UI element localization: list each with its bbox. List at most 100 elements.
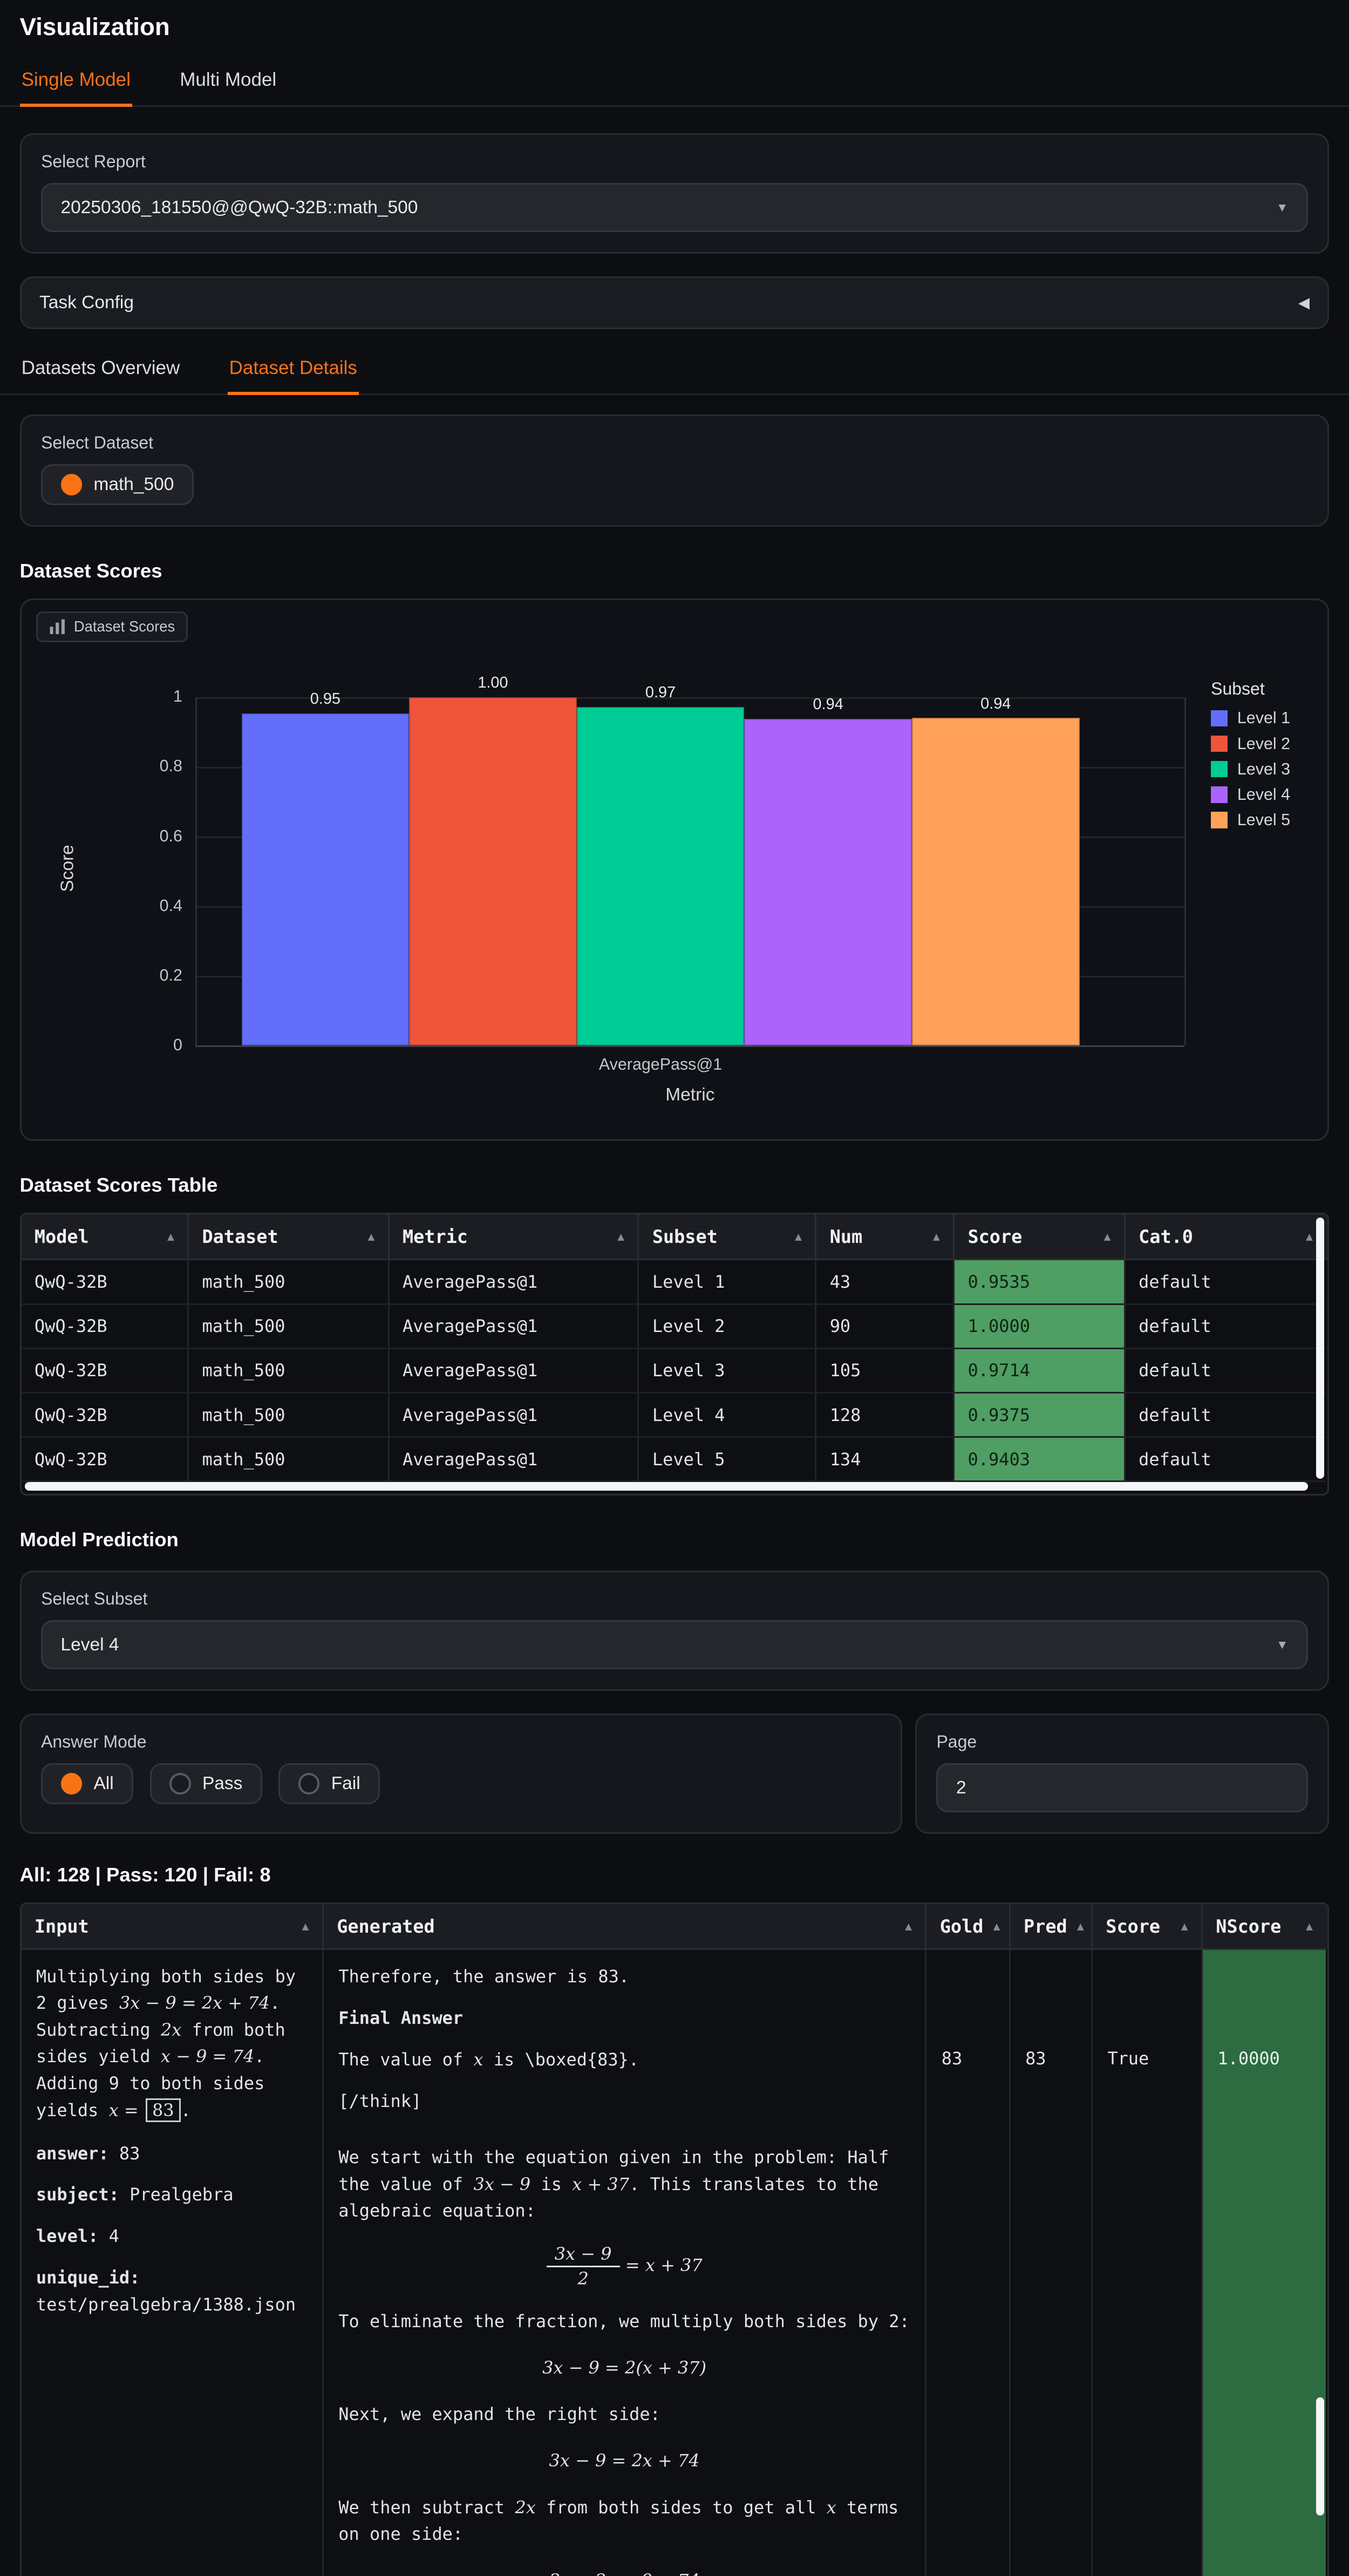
field-value: 83 [108,2143,140,2164]
cell-metric: AveragePass@1 [389,1438,639,1483]
legend-item-level-1[interactable]: Level 1 [1211,709,1290,728]
chevron-down-icon: ▼ [1276,1637,1289,1652]
column-header-label: Generated [337,1915,435,1937]
column-header-model[interactable]: Model ▲ [21,1214,189,1261]
column-header-dataset[interactable]: Dataset ▲ [189,1214,390,1261]
legend-item-level-5[interactable]: Level 5 [1211,811,1290,830]
cell-score: True [1093,1950,1203,2576]
column-header-label: Metric [402,1226,468,1247]
bar-value-label: 0.95 [310,690,340,708]
subset-dropdown[interactable]: Level 4 ▼ [41,1620,1308,1670]
column-header-score[interactable]: Score ▲ [1092,1904,1203,1950]
column-header-num[interactable]: Num ▲ [816,1214,955,1261]
cell-model: QwQ-32B [21,1393,189,1438]
column-header-gold[interactable]: Gold ▲ [926,1904,1011,1950]
legend-item-level-4[interactable]: Level 4 [1211,785,1290,804]
math-rhs: = x + 37 [619,2254,703,2275]
radio-checked-icon [60,1773,83,1795]
dataset-tabbar: Datasets Overview Dataset Details [0,345,1349,395]
column-header-cat-0[interactable]: Cat.0 ▲ [1125,1214,1326,1261]
y-tick-label: 0.6 [159,826,182,845]
cell-cat-0: default [1125,1394,1326,1438]
legend-item-level-3[interactable]: Level 3 [1211,760,1290,779]
radio-label: Fail [331,1773,360,1794]
horizontal-scrollbar[interactable] [24,1482,1308,1491]
column-header-label: Dataset [202,1226,278,1247]
math-block: 3x − 9 = 2x + 74 [549,2450,700,2471]
math-block: 3x − 9 = 2(x + 37) [542,2357,707,2378]
column-header-nscore[interactable]: NScore ▲ [1202,1904,1326,1950]
cell-num: 105 [816,1349,955,1394]
cell-metric: AveragePass@1 [389,1393,639,1438]
chart-label: Dataset Scores [73,618,175,635]
cell-cat-0: default [1125,1438,1326,1483]
generated-paragraph: The value of x is \boxed{83}. [338,2047,910,2074]
cell-dataset: math_500 [189,1304,390,1349]
legend-swatch [1211,710,1228,727]
tab-dataset-details[interactable]: Dataset Details [227,345,359,395]
select-report-panel: Select Report 20250306_181550@@QwQ-32B::… [19,133,1330,254]
radio-all[interactable]: All [41,1763,134,1805]
cell-metric: AveragePass@1 [389,1304,639,1349]
bar-value-label: 0.97 [645,684,676,702]
x-axis-title: Metric [665,1085,715,1105]
cell-dataset: math_500 [189,1260,390,1305]
bar-level-4[interactable] [744,718,912,1046]
radio-label: math_500 [93,474,174,495]
column-header-label: Gold [939,1915,984,1937]
math-inline: 2x [515,2497,536,2518]
report-dropdown[interactable]: 20250306_181550@@QwQ-32B::math_500 ▼ [41,182,1308,233]
bar-level-3[interactable] [576,707,745,1046]
generated-paragraph: Therefore, the answer is 83. [338,1963,910,1990]
select-dataset-label: Select Dataset [41,432,153,452]
task-config-accordion[interactable]: Task Config ◀ [19,276,1330,329]
boxed-answer: 83 [145,2098,181,2122]
tab-single-model[interactable]: Single Model [19,58,132,107]
bar-level-1[interactable] [241,713,410,1046]
column-header-subset[interactable]: Subset ▲ [639,1214,817,1261]
bold-text: Final Answer [338,2007,464,2028]
column-header-pred[interactable]: Pred ▲ [1010,1904,1093,1950]
legend-label: Level 3 [1237,759,1291,778]
generated-paragraph: [/think] [338,2088,910,2115]
y-tick-label: 0.8 [159,757,182,776]
text-segment: from both sides to get all [535,2497,827,2518]
column-header-score[interactable]: Score ▲ [955,1214,1126,1261]
y-tick-label: 0.4 [159,896,182,915]
cell-cat-0: default [1125,1349,1326,1394]
cell-score: 0.9714 [955,1349,1126,1394]
radio-pass[interactable]: Pass [149,1763,262,1805]
column-header-input[interactable]: Input ▲ [21,1904,324,1950]
table-row: QwQ-32B math_500 AveragePass@1 Level 5 134 0.… [21,1438,1328,1483]
generated-paragraph: We start with the equation given in the … [338,2144,910,2225]
legend-item-level-2[interactable]: Level 2 [1211,735,1290,753]
chart-label-chip: Dataset Scores [36,611,188,642]
report-dropdown-value: 20250306_181550@@QwQ-32B::math_500 [60,197,418,218]
column-header-metric[interactable]: Metric ▲ [389,1214,639,1261]
text-segment: Next, we expand the right side: [338,2404,660,2425]
select-subset-panel: Select Subset Level 4 ▼ [19,1571,1330,1691]
tab-datasets-overview[interactable]: Datasets Overview [21,357,180,378]
page-input[interactable]: 2 [936,1763,1308,1813]
answer-mode-page-row: Answer Mode All Pass Fail Page 2 [19,1691,1330,1834]
generated-paragraph: We then subtract 2x from both sides to g… [338,2495,910,2548]
vertical-scrollbar[interactable] [1316,2397,1325,2516]
sort-icon: ▲ [1306,1919,1313,1933]
radio-checked-icon [60,474,83,495]
vertical-scrollbar[interactable] [1316,1218,1325,1479]
bar-level-5[interactable] [911,718,1080,1046]
column-header-generated[interactable]: Generated ▲ [323,1904,927,1950]
cell-num: 128 [816,1393,955,1438]
bar-level-2[interactable] [409,697,577,1046]
cell-model: QwQ-32B [21,1304,189,1349]
text-segment: terms on one side: [338,2497,899,2545]
field-label: subject: [36,2184,119,2205]
radio-fail[interactable]: Fail [278,1763,380,1805]
cell-score: 0.9403 [955,1438,1126,1483]
radio-math-500[interactable]: math_500 [41,464,194,506]
math-inline: x [826,2497,836,2518]
tab-multi-model[interactable]: Multi Model [180,69,277,91]
column-header-label: Subset [652,1226,718,1247]
page-panel: Page 2 [915,1714,1330,1834]
page-title: Visualization [19,13,170,41]
